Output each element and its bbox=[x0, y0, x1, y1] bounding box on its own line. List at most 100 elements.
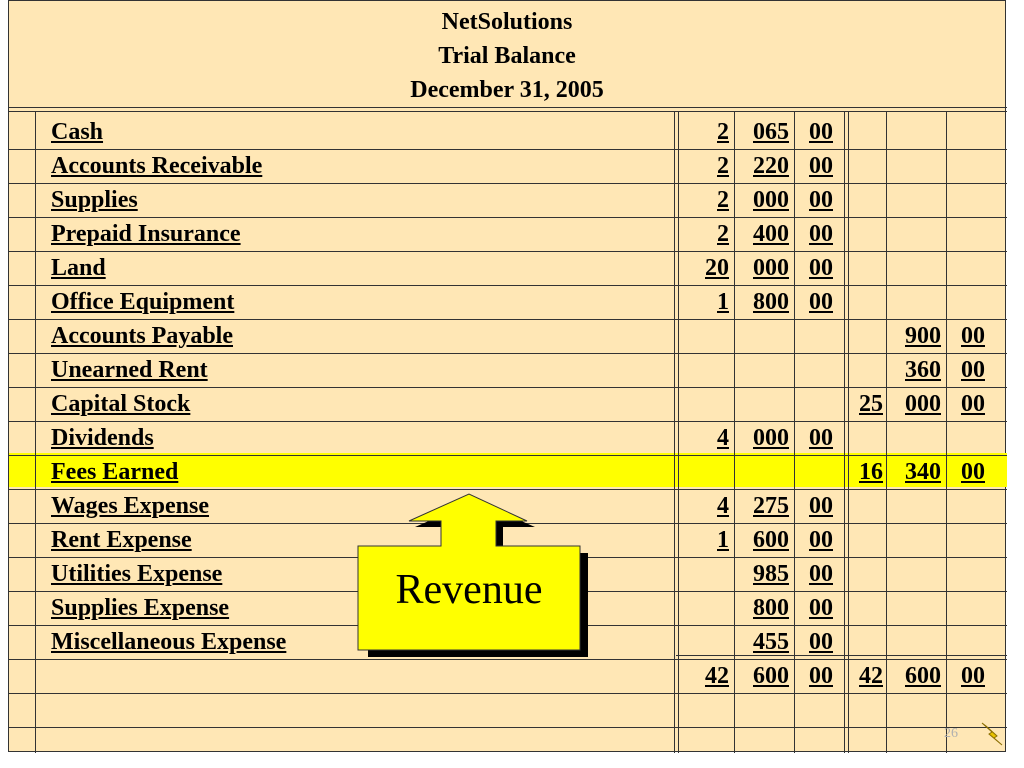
row-rule bbox=[9, 523, 1007, 524]
debit-amount: 4 bbox=[717, 425, 729, 451]
debit-amount: 000 bbox=[753, 187, 789, 213]
row-rule bbox=[9, 285, 1007, 286]
company-name: NetSolutions bbox=[441, 9, 573, 35]
debit-amount: 800 bbox=[753, 595, 789, 621]
credit-total: 00 bbox=[961, 663, 985, 689]
report-title: Trial Balance bbox=[438, 43, 576, 69]
column-rule bbox=[848, 111, 849, 753]
credit-amount: 25 bbox=[859, 391, 883, 417]
account-name: Office Equipment bbox=[51, 289, 235, 315]
debit-amount: 00 bbox=[809, 289, 833, 315]
row-rule bbox=[9, 557, 1007, 558]
row-rule bbox=[9, 353, 1007, 354]
account-name: Utilities Expense bbox=[51, 561, 223, 587]
row-rule bbox=[9, 421, 1007, 422]
column-rule bbox=[886, 111, 887, 753]
column-rule bbox=[844, 111, 845, 753]
debit-amount: 00 bbox=[809, 187, 833, 213]
debit-amount: 985 bbox=[753, 561, 789, 587]
debit-amount: 2 bbox=[717, 153, 729, 179]
credit-total: 600 bbox=[905, 663, 941, 689]
credit-total: 42 bbox=[859, 663, 883, 689]
report-date: December 31, 2005 bbox=[410, 77, 604, 103]
account-name: Prepaid Insurance bbox=[51, 221, 241, 247]
debit-amount: 00 bbox=[809, 255, 833, 281]
account-name: Supplies bbox=[51, 187, 138, 213]
credit-amount: 00 bbox=[961, 323, 985, 349]
debit-amount: 000 bbox=[753, 425, 789, 451]
trial-balance-sheet: NetSolutions Trial Balance December 31, … bbox=[8, 0, 1007, 753]
account-name: Capital Stock bbox=[51, 391, 191, 417]
total-rule bbox=[676, 655, 1007, 656]
account-name: Cash bbox=[51, 119, 104, 145]
debit-amount: 00 bbox=[809, 119, 833, 145]
column-rule bbox=[734, 111, 735, 753]
account-name: Land bbox=[51, 255, 106, 281]
lightning-bolt-icon bbox=[981, 722, 1003, 746]
credit-amount: 360 bbox=[905, 357, 941, 383]
row-rule bbox=[9, 149, 1007, 150]
debit-amount: 1 bbox=[717, 289, 729, 315]
row-rule bbox=[9, 387, 1007, 388]
debit-amount: 00 bbox=[809, 595, 833, 621]
debit-amount: 00 bbox=[809, 221, 833, 247]
debit-total: 00 bbox=[809, 663, 833, 689]
row-rule bbox=[9, 727, 1007, 728]
debit-amount: 000 bbox=[753, 255, 789, 281]
debit-amount: 800 bbox=[753, 289, 789, 315]
debit-amount: 00 bbox=[809, 153, 833, 179]
debit-amount: 4 bbox=[717, 493, 729, 519]
debit-amount: 00 bbox=[809, 527, 833, 553]
row-rule bbox=[9, 251, 1007, 252]
debit-amount: 1 bbox=[717, 527, 729, 553]
column-rule bbox=[794, 111, 795, 753]
credit-amount: 00 bbox=[961, 391, 985, 417]
debit-amount: 00 bbox=[809, 629, 833, 655]
credit-amount: 900 bbox=[905, 323, 941, 349]
callout-label: Revenue bbox=[395, 567, 543, 613]
account-name: Miscellaneous Expense bbox=[51, 629, 287, 655]
debit-amount: 065 bbox=[753, 119, 789, 145]
column-rule bbox=[35, 111, 36, 753]
debit-amount: 20 bbox=[705, 255, 729, 281]
account-name: Dividends bbox=[51, 425, 154, 451]
debit-total: 42 bbox=[705, 663, 729, 689]
account-name: Fees Earned bbox=[51, 459, 179, 485]
row-rule bbox=[9, 693, 1007, 694]
header-rule bbox=[9, 111, 1007, 112]
row-rule bbox=[9, 217, 1007, 218]
account-name: Rent Expense bbox=[51, 527, 192, 553]
row-rule bbox=[9, 319, 1007, 320]
debit-amount: 455 bbox=[753, 629, 789, 655]
debit-amount: 2 bbox=[717, 187, 729, 213]
debit-amount: 2 bbox=[717, 221, 729, 247]
debit-amount: 00 bbox=[809, 561, 833, 587]
row-rule bbox=[9, 659, 1007, 660]
header-rule bbox=[9, 107, 1007, 108]
page-number: 26 bbox=[944, 726, 958, 741]
column-rule bbox=[946, 111, 947, 753]
fees-earned-highlight bbox=[9, 453, 1007, 487]
credit-amount: 000 bbox=[905, 391, 941, 417]
debit-amount: 275 bbox=[753, 493, 789, 519]
debit-amount: 00 bbox=[809, 425, 833, 451]
credit-amount: 16 bbox=[859, 459, 883, 485]
column-rule bbox=[678, 111, 679, 753]
account-name: Supplies Expense bbox=[51, 595, 230, 621]
account-name: Accounts Payable bbox=[51, 323, 233, 349]
row-rule bbox=[9, 489, 1007, 490]
account-name: Accounts Receivable bbox=[51, 153, 263, 179]
debit-amount: 600 bbox=[753, 527, 789, 553]
debit-amount: 2 bbox=[717, 119, 729, 145]
row-rule bbox=[9, 625, 1007, 626]
credit-amount: 00 bbox=[961, 357, 985, 383]
column-rule bbox=[674, 111, 675, 753]
credit-amount: 340 bbox=[905, 459, 941, 485]
row-rule bbox=[9, 455, 1007, 456]
debit-amount: 400 bbox=[753, 221, 789, 247]
row-rule bbox=[9, 183, 1007, 184]
account-name: Wages Expense bbox=[51, 493, 210, 519]
debit-amount: 00 bbox=[809, 493, 833, 519]
account-name: Unearned Rent bbox=[51, 357, 208, 383]
report-header: NetSolutions Trial Balance December 31, … bbox=[9, 1, 1005, 109]
